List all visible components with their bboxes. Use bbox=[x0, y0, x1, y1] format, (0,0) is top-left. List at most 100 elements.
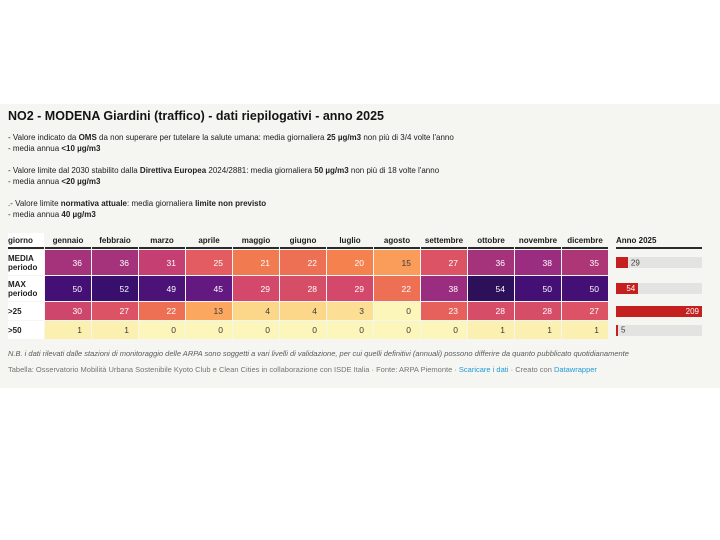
note-text: - media annua bbox=[8, 177, 62, 186]
heatmap-cell: 1 bbox=[92, 321, 138, 339]
heatmap-table: giorno gennaio febbraio marzo aprile maggio gi… bbox=[8, 233, 712, 339]
heatmap-cell: 50 bbox=[562, 276, 608, 301]
heatmap-cell: 23 bbox=[421, 302, 467, 320]
heatmap-cell: 45 bbox=[186, 276, 232, 301]
note-line: - media annua <20 µg/m3 bbox=[8, 176, 712, 187]
note-line: - Valore limite dal 2030 stabilito dalla… bbox=[8, 165, 712, 176]
year-bar-track: 29 bbox=[616, 257, 702, 268]
note-text: normativa attuale bbox=[60, 199, 128, 208]
month-column-header: giugno bbox=[280, 233, 326, 249]
row-label: >25 bbox=[8, 302, 44, 320]
note-text: non più di 18 volte l'anno bbox=[348, 166, 440, 175]
note-text: - Valore limite dal 2030 stabilito dalla bbox=[8, 166, 140, 175]
year-bar-cell: 29 bbox=[616, 250, 702, 275]
row-label-line: periodo bbox=[8, 288, 38, 298]
year-column-header: Anno 2025 bbox=[616, 233, 702, 249]
credits-line: Tabella: Osservatorio Mobilità Urbana So… bbox=[8, 365, 712, 374]
month-column-header: novembre bbox=[515, 233, 561, 249]
heatmap-cell: 0 bbox=[186, 321, 232, 339]
column-spacer bbox=[609, 302, 616, 320]
note-text: .- Valore limite bbox=[8, 199, 61, 208]
heatmap-cell: 3 bbox=[327, 302, 373, 320]
heatmap-cell: 4 bbox=[280, 302, 326, 320]
footnote: N.B. i dati rilevati dalle stazioni di m… bbox=[8, 349, 629, 358]
year-bar-track: 5 bbox=[616, 324, 702, 336]
row-label-line: periodo bbox=[8, 262, 38, 272]
note-text: <20 µg/m3 bbox=[61, 177, 101, 186]
heatmap-cell: 27 bbox=[562, 302, 608, 320]
heatmap-cell: 21 bbox=[233, 250, 279, 275]
note-text: 2024/2881: media giornaliera bbox=[206, 166, 315, 175]
heatmap-cell: 15 bbox=[374, 250, 420, 275]
heatmap-cell: 38 bbox=[421, 276, 467, 301]
note-line: - media annua 40 µg/m3 bbox=[8, 209, 712, 220]
heatmap-cell: 36 bbox=[45, 250, 91, 275]
column-spacer bbox=[609, 321, 616, 339]
note-text: - media annua bbox=[8, 210, 62, 219]
note-paragraph: .- Valore limite normativa attuale: medi… bbox=[8, 198, 712, 220]
year-bar-cell: 54 bbox=[616, 276, 702, 301]
heatmap-cell: 28 bbox=[515, 302, 561, 320]
heatmap-cell: 31 bbox=[139, 250, 185, 275]
heatmap-cell: 1 bbox=[515, 321, 561, 339]
heatmap-cell: 30 bbox=[45, 302, 91, 320]
heatmap-cell: 22 bbox=[280, 250, 326, 275]
heatmap-cell: 27 bbox=[421, 250, 467, 275]
month-column-header: marzo bbox=[139, 233, 185, 249]
heatmap-cell: 0 bbox=[233, 321, 279, 339]
note-paragraph: - Valore limite dal 2030 stabilito dalla… bbox=[8, 165, 712, 187]
year-bar-cell: 5 bbox=[616, 321, 702, 339]
datawrapper-link[interactable]: Datawrapper bbox=[553, 365, 597, 374]
note-text: - media annua bbox=[8, 144, 62, 153]
year-bar: 54 bbox=[616, 283, 639, 294]
month-column-header: ottobre bbox=[468, 233, 514, 249]
note-text: <10 µg/m3 bbox=[61, 144, 101, 153]
column-spacer bbox=[609, 233, 616, 249]
month-column-header: maggio bbox=[233, 233, 279, 249]
heatmap-cell: 0 bbox=[374, 321, 420, 339]
heatmap-cell: 36 bbox=[468, 250, 514, 275]
month-column-header: luglio bbox=[327, 233, 373, 249]
heatmap-cell: 0 bbox=[327, 321, 373, 339]
table-row: MEDIA periodo 36 36 31 25 21 22 20 15 27 36 38 35 29 bbox=[8, 250, 712, 275]
heatmap-cell: 54 bbox=[468, 276, 514, 301]
heatmap-cell: 0 bbox=[374, 302, 420, 320]
heatmap-cell: 1 bbox=[468, 321, 514, 339]
heatmap-cell: 52 bbox=[92, 276, 138, 301]
note-text: 40 µg/m3 bbox=[61, 210, 96, 219]
credits-text: · Creato con bbox=[508, 365, 554, 374]
month-column-header: agosto bbox=[374, 233, 420, 249]
download-data-link[interactable]: Scaricare i dati bbox=[458, 365, 509, 374]
note-text: 50 µg/m3 bbox=[314, 166, 349, 175]
row-label: MEDIA periodo bbox=[8, 250, 44, 275]
row-label: MAX periodo bbox=[8, 276, 44, 301]
heatmap-cell: 1 bbox=[562, 321, 608, 339]
year-bar-value: 5 bbox=[621, 325, 626, 335]
column-spacer bbox=[609, 250, 616, 275]
note-text: limite non previsto bbox=[195, 199, 267, 208]
year-bar-value: 29 bbox=[630, 258, 640, 267]
note-line: .- Valore limite normativa attuale: medi… bbox=[8, 198, 712, 209]
note-text: non più di 3/4 volte l'anno bbox=[361, 133, 454, 142]
heatmap-cell: 50 bbox=[45, 276, 91, 301]
month-column-header: dicembre bbox=[562, 233, 608, 249]
year-bar bbox=[616, 324, 619, 336]
heatmap-cell: 29 bbox=[233, 276, 279, 301]
heatmap-cell: 20 bbox=[327, 250, 373, 275]
year-bar-track: 209 bbox=[616, 305, 702, 317]
table-row: >50 1 1 0 0 0 0 0 0 0 1 1 1 5 bbox=[8, 321, 712, 339]
column-spacer bbox=[609, 276, 616, 301]
heatmap-cell: 0 bbox=[421, 321, 467, 339]
month-column-header: settembre bbox=[421, 233, 467, 249]
month-column-header: gennaio bbox=[45, 233, 91, 249]
heatmap-cell: 13 bbox=[186, 302, 232, 320]
chart-title: NO2 - MODENA Giardini (traffico) - dati … bbox=[8, 109, 384, 123]
row-label-line: MEDIA bbox=[8, 253, 34, 263]
year-bar-cell: 209 bbox=[616, 302, 702, 320]
row-label-line: MAX bbox=[8, 279, 26, 289]
table-row: >25 30 27 22 13 4 4 3 0 23 28 28 27 209 bbox=[8, 302, 712, 320]
heatmap-cell: 50 bbox=[515, 276, 561, 301]
note-line: - Valore indicato da OMS da non superare… bbox=[8, 132, 712, 143]
credits-text: Tabella: Osservatorio Mobilità Urbana So… bbox=[8, 365, 459, 374]
row-label-line: >50 bbox=[8, 325, 22, 335]
